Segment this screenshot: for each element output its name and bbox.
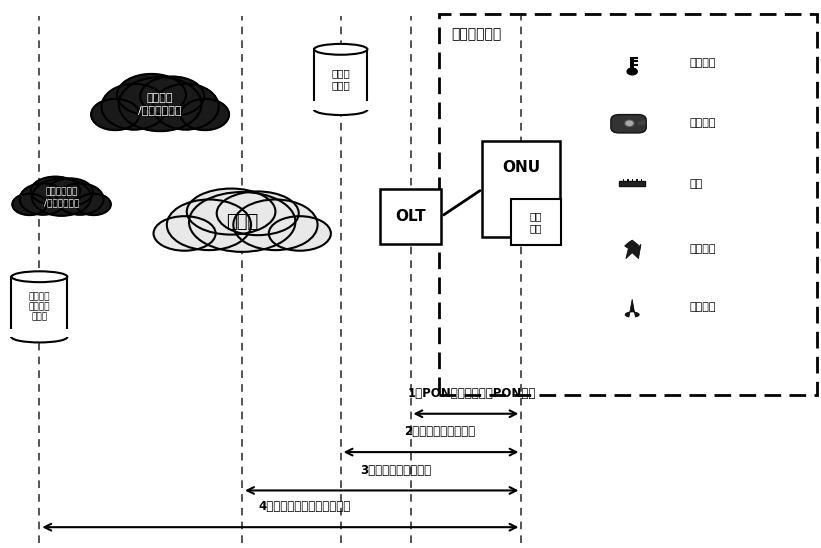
Circle shape bbox=[625, 121, 634, 126]
FancyBboxPatch shape bbox=[619, 181, 645, 186]
Text: 环境监测: 环境监测 bbox=[690, 58, 716, 68]
FancyBboxPatch shape bbox=[483, 141, 561, 237]
Ellipse shape bbox=[154, 216, 216, 251]
Ellipse shape bbox=[217, 191, 299, 235]
FancyBboxPatch shape bbox=[636, 179, 638, 181]
Ellipse shape bbox=[102, 84, 167, 130]
Text: 平安社区业务: 平安社区业务 bbox=[452, 27, 502, 42]
Text: 消防报警: 消防报警 bbox=[690, 244, 716, 254]
Text: 门禁: 门禁 bbox=[690, 179, 703, 189]
Text: 1、PON链路层认证及PON加密: 1、PON链路层认证及PON加密 bbox=[407, 387, 535, 400]
Polygon shape bbox=[638, 119, 645, 125]
Ellipse shape bbox=[233, 199, 318, 250]
Ellipse shape bbox=[186, 189, 276, 235]
Circle shape bbox=[627, 68, 637, 75]
FancyBboxPatch shape bbox=[640, 179, 643, 181]
Text: OLT: OLT bbox=[395, 209, 426, 224]
Ellipse shape bbox=[167, 199, 251, 250]
Polygon shape bbox=[625, 299, 640, 317]
Ellipse shape bbox=[20, 184, 67, 215]
Circle shape bbox=[626, 121, 632, 125]
Text: 4、公安系统认证及数据加密: 4、公安系统认证及数据加密 bbox=[259, 500, 351, 513]
Text: ONU: ONU bbox=[502, 161, 540, 175]
FancyBboxPatch shape bbox=[627, 179, 629, 181]
FancyBboxPatch shape bbox=[439, 14, 817, 395]
Text: 安防监控: 安防监控 bbox=[690, 118, 716, 128]
Text: 排水监测: 排水监测 bbox=[690, 302, 716, 312]
FancyBboxPatch shape bbox=[611, 115, 646, 133]
Ellipse shape bbox=[314, 44, 368, 55]
Ellipse shape bbox=[119, 77, 201, 131]
Polygon shape bbox=[7, 329, 71, 337]
Ellipse shape bbox=[48, 179, 93, 206]
Polygon shape bbox=[314, 49, 368, 110]
Ellipse shape bbox=[140, 77, 204, 116]
Text: 2、终端管理系统认证: 2、终端管理系统认证 bbox=[405, 425, 475, 438]
Ellipse shape bbox=[11, 271, 67, 282]
Text: 3、宽带接入服务认证: 3、宽带接入服务认证 bbox=[360, 464, 431, 477]
Polygon shape bbox=[310, 101, 372, 110]
FancyBboxPatch shape bbox=[380, 189, 442, 244]
Polygon shape bbox=[11, 277, 67, 337]
Ellipse shape bbox=[117, 74, 186, 116]
Text: 终端管
理系统: 终端管 理系统 bbox=[332, 68, 350, 90]
FancyBboxPatch shape bbox=[631, 179, 634, 181]
Text: 社区应用平台
/公安应用平台: 社区应用平台 /公安应用平台 bbox=[44, 187, 79, 207]
Ellipse shape bbox=[32, 179, 91, 216]
Text: 安全
模块: 安全 模块 bbox=[530, 211, 543, 233]
FancyBboxPatch shape bbox=[511, 199, 561, 246]
Ellipse shape bbox=[91, 99, 140, 130]
Ellipse shape bbox=[154, 84, 218, 130]
FancyBboxPatch shape bbox=[631, 57, 634, 68]
Ellipse shape bbox=[11, 332, 67, 342]
FancyBboxPatch shape bbox=[622, 179, 625, 181]
Ellipse shape bbox=[57, 184, 103, 215]
Text: 城域网: 城域网 bbox=[226, 213, 259, 231]
Polygon shape bbox=[625, 240, 641, 259]
Text: 公众业务
/家庭业务平台: 公众业务 /家庭业务平台 bbox=[139, 93, 181, 115]
Ellipse shape bbox=[268, 216, 331, 251]
Ellipse shape bbox=[181, 99, 229, 130]
Ellipse shape bbox=[76, 194, 111, 215]
Ellipse shape bbox=[314, 104, 368, 115]
Ellipse shape bbox=[12, 194, 47, 215]
Text: 终端安全
认证管理
子系统: 终端安全 认证管理 子系统 bbox=[29, 292, 50, 322]
Ellipse shape bbox=[31, 176, 80, 205]
Ellipse shape bbox=[189, 192, 296, 252]
